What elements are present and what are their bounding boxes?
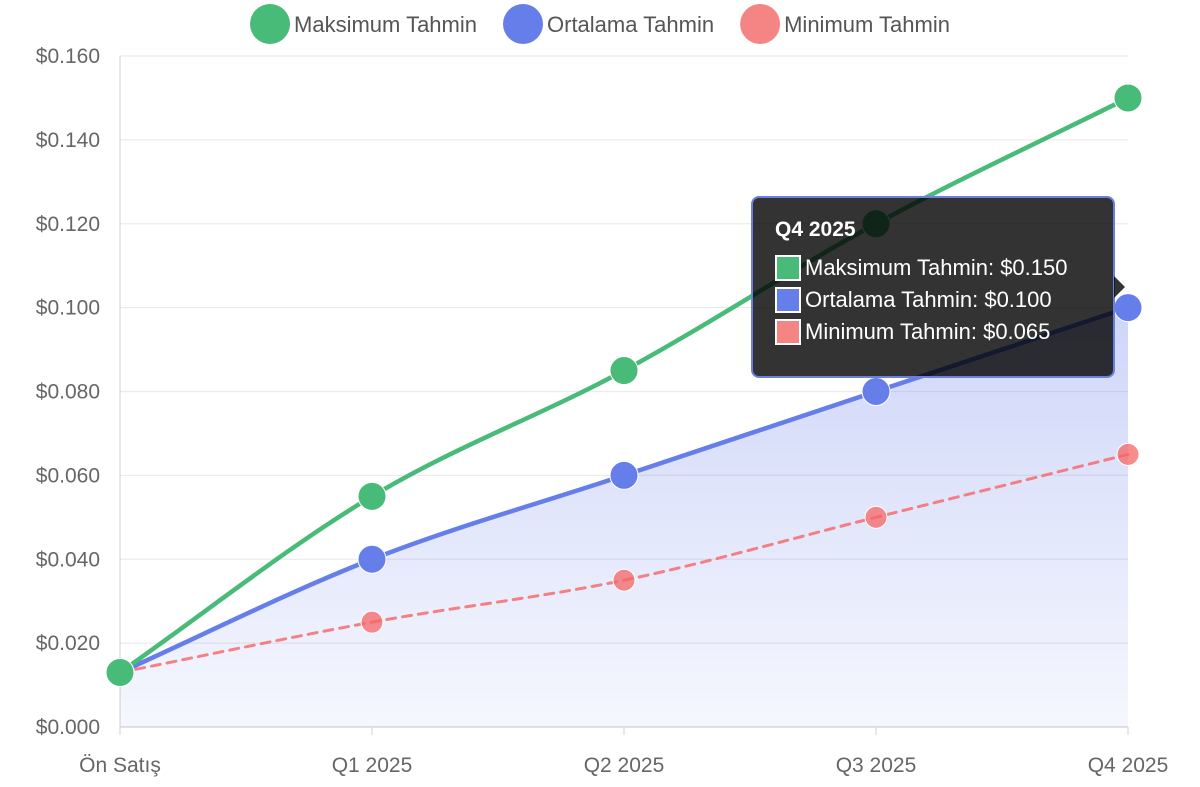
y-tick-label: $0.100	[36, 297, 100, 320]
y-tick-label: $0.000	[36, 716, 100, 739]
tooltip-label-min: Minimum Tahmin: $0.065	[805, 319, 1051, 344]
series-points	[105, 83, 1143, 687]
data-point-2-2	[612, 568, 636, 592]
data-point-1-2	[609, 460, 639, 490]
legend-marker-0	[250, 4, 291, 44]
legend-label-2[interactable]: Minimum Tahmin	[784, 12, 950, 37]
y-tick-label: $0.160	[36, 45, 100, 68]
tooltip-swatch-max	[775, 255, 801, 281]
x-tick-label: Ön Satış	[79, 754, 161, 777]
legend[interactable]: Maksimum Tahmin Ortalama Tahmin Minimum Ta…	[250, 4, 950, 44]
data-point-0-1	[357, 481, 387, 511]
legend-label-1[interactable]: Ortalama Tahmin	[547, 12, 714, 37]
data-point-1-3	[861, 377, 891, 406]
tooltip-label-avg: Ortalama Tahmin: $0.100	[805, 287, 1052, 312]
tooltip-swatch-min	[775, 319, 801, 345]
y-tick-label: $0.120	[36, 213, 100, 236]
data-point-2-4	[1116, 442, 1140, 466]
tooltip-swatch-avg	[775, 287, 801, 313]
data-point-2-3	[864, 505, 888, 529]
axis-labels: $0.000 $0.020 $0.040 $0.060 $0.080 $0.100 $0.1…	[36, 45, 1169, 777]
tooltip-title: Q4 2025	[775, 218, 856, 241]
y-tick-label: $0.140	[36, 129, 100, 152]
tooltip-label-max: Maksimum Tahmin: $0.150	[805, 255, 1068, 280]
data-point-0-4	[1113, 83, 1143, 113]
tooltip-row-min: Minimum Tahmin: $0.065	[775, 316, 1113, 348]
x-tick-label: Q4 2025	[1088, 754, 1169, 777]
data-point-1-1	[357, 544, 387, 574]
x-tick-label: Q3 2025	[836, 754, 917, 777]
tooltip-row-avg: Ortalama Tahmin: $0.100	[775, 284, 1113, 316]
legend-marker-1	[503, 4, 544, 44]
y-tick-label: $0.020	[36, 632, 100, 655]
y-tick-label: $0.080	[36, 381, 100, 404]
x-tick-label: Q1 2025	[332, 754, 413, 777]
data-point-0-2	[609, 356, 639, 386]
legend-label-0[interactable]: Maksimum Tahmin	[294, 12, 477, 37]
chart-tooltip: Q4 2025 Maksimum Tahmin: $0.150 Ortalama…	[751, 196, 1125, 378]
y-tick-label: $0.040	[36, 548, 100, 571]
x-tick-label: Q2 2025	[584, 754, 665, 777]
tooltip-row-max: Maksimum Tahmin: $0.150	[775, 252, 1113, 284]
data-point-2-1	[360, 610, 384, 634]
data-point-0-0	[105, 657, 135, 687]
y-tick-label: $0.060	[36, 464, 100, 487]
legend-marker-2	[740, 4, 781, 44]
